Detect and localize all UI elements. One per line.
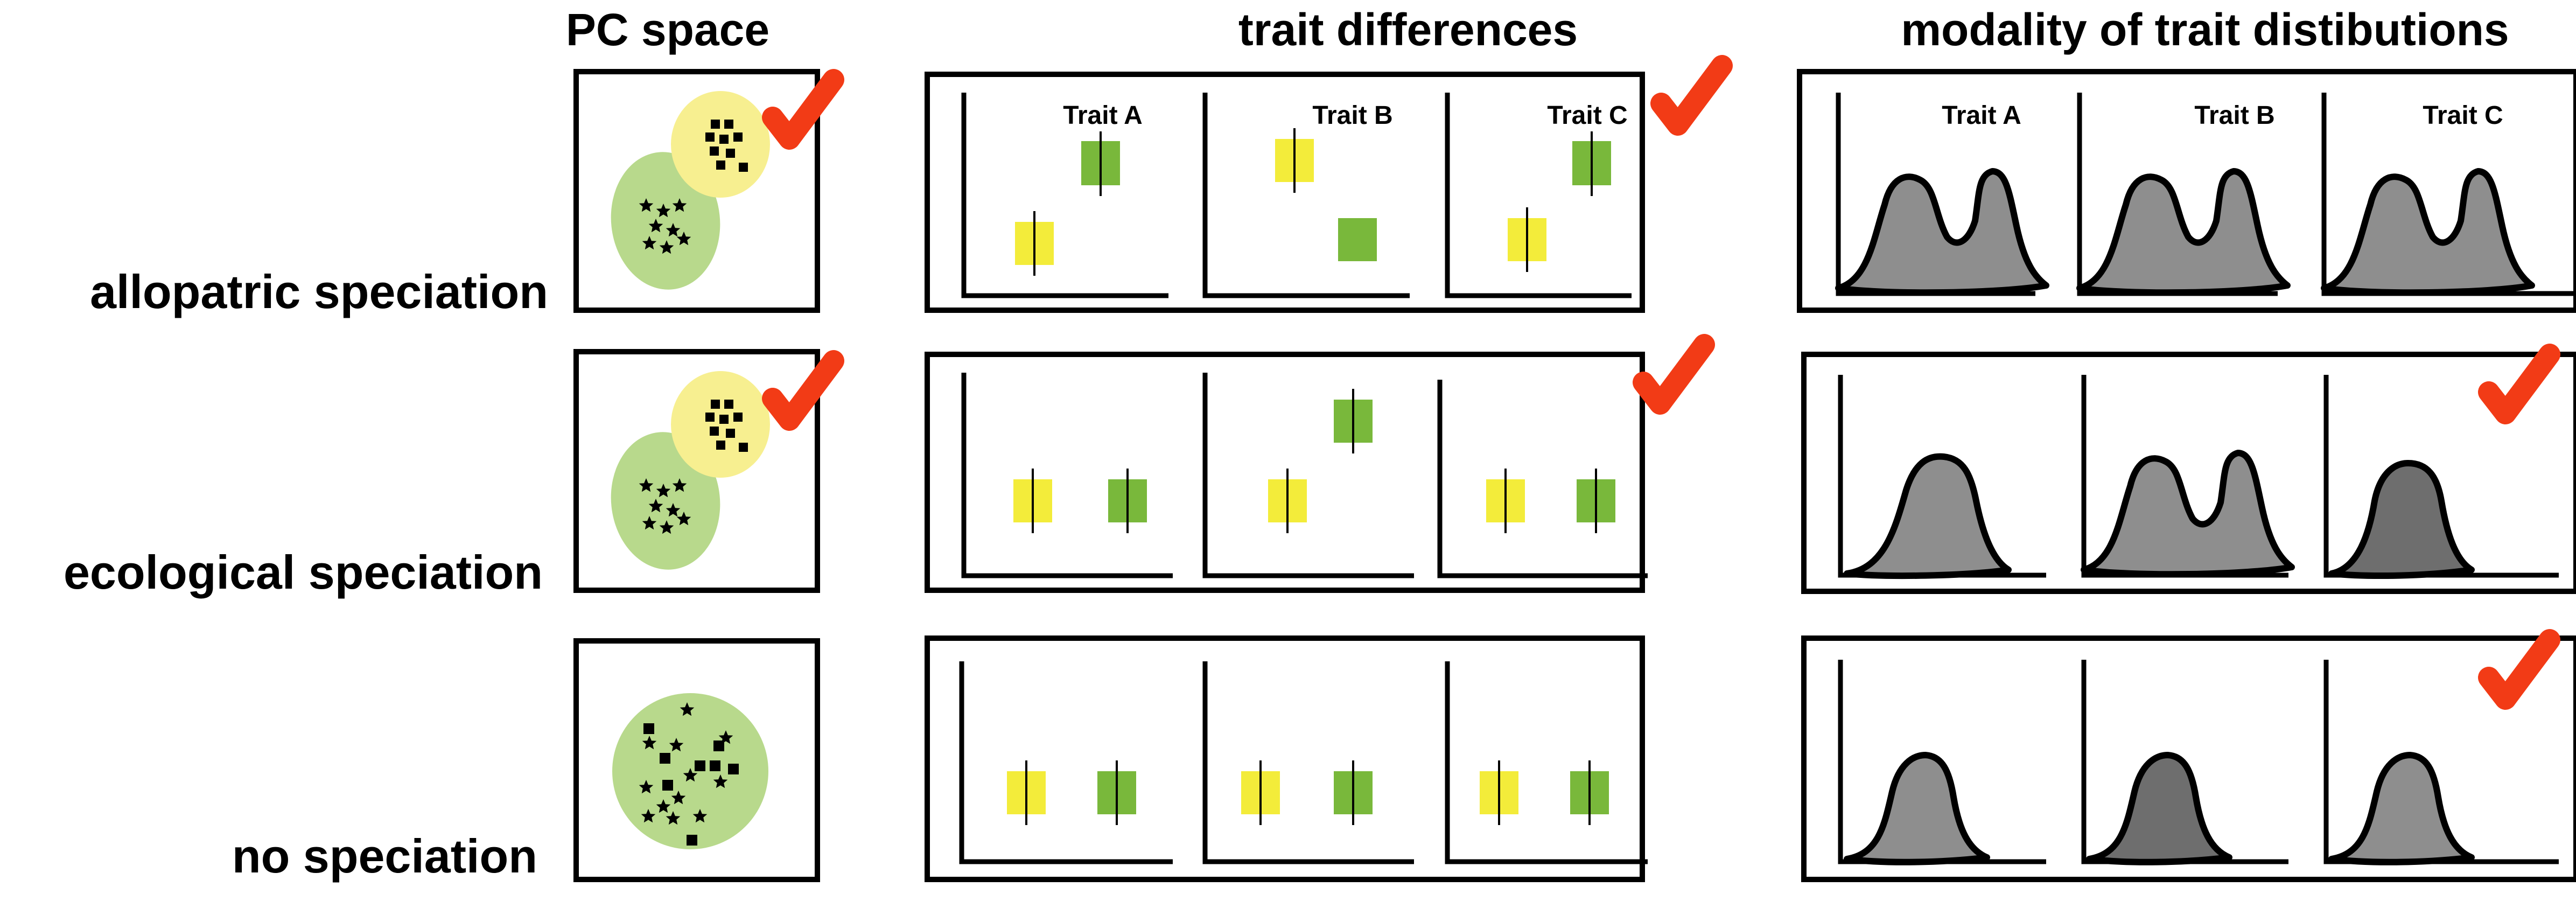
checkmark-icon xyxy=(1633,334,1715,415)
trait-label: Trait B xyxy=(1312,101,1392,130)
square-marker-icon xyxy=(643,723,739,846)
pc-panel-ecological xyxy=(573,349,820,593)
checkmark-icon xyxy=(762,69,844,150)
pc-cluster-yellow xyxy=(671,371,770,478)
trait-panel-allopatric: Trait A Trait B Trait C xyxy=(925,72,1645,313)
trait-panel-no-speciation xyxy=(925,635,1648,882)
square-marker-icon xyxy=(705,400,748,452)
trait-label: Trait C xyxy=(2423,101,2503,130)
modality-panel-allopatric: Trait A Trait B Trait C xyxy=(1797,69,2576,313)
trait-label: Trait B xyxy=(2194,101,2274,130)
row-label-allopatric: allopatric speciation xyxy=(90,265,548,318)
trait-label: Trait A xyxy=(1942,101,2021,130)
checkmark-icon xyxy=(762,350,844,431)
pc-panel-no-speciation xyxy=(573,638,820,882)
trait-label: Trait C xyxy=(1547,101,1627,130)
trait-panel-ecological xyxy=(925,352,1648,593)
square-marker-icon xyxy=(705,120,748,172)
row-label-ecological: ecological speciation xyxy=(64,546,543,599)
modality-panel-ecological xyxy=(1801,352,2576,594)
checkmark-icon xyxy=(2478,629,2560,710)
pc-cluster-yellow xyxy=(671,91,770,198)
header-trait-differences: trait differences xyxy=(1238,4,1578,55)
row-label-no-speciation: no speciation xyxy=(232,829,537,883)
checkmark-icon xyxy=(1650,55,1733,136)
header-modality: modality of trait distibutions xyxy=(1901,4,2509,55)
checkmark-icon xyxy=(2478,344,2560,424)
header-pc-space: PC space xyxy=(566,4,769,55)
trait-label: Trait A xyxy=(1063,101,1143,130)
pc-panel-allopatric xyxy=(573,69,820,313)
modality-panel-no-speciation xyxy=(1801,635,2576,882)
